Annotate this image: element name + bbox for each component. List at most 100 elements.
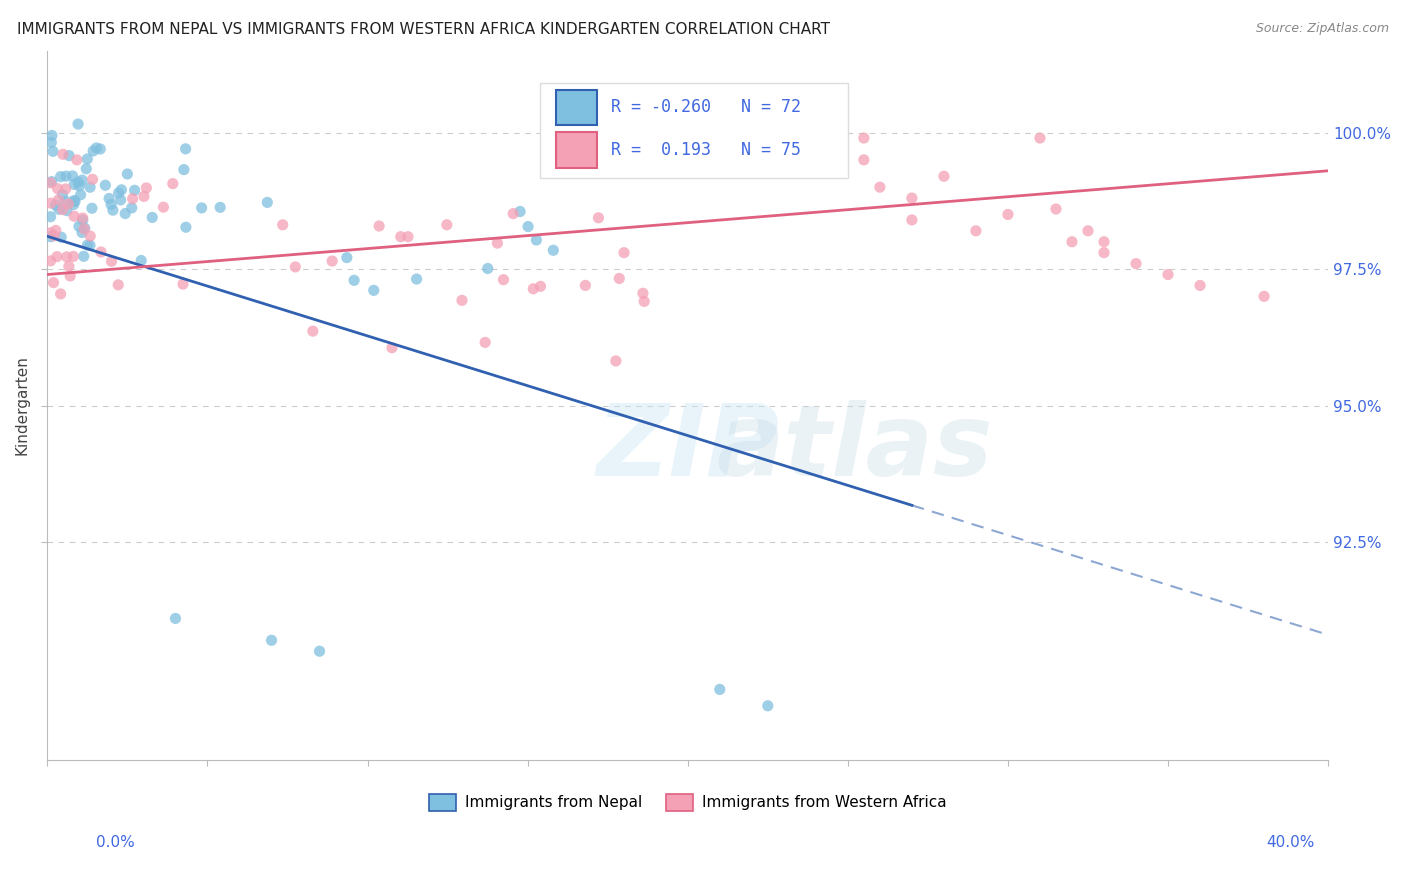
Text: R = -0.260   N = 72: R = -0.260 N = 72 — [610, 98, 801, 117]
Point — [302, 324, 325, 338]
Point — [526, 233, 548, 247]
Point — [308, 644, 330, 658]
Point — [82, 144, 104, 158]
Point — [368, 219, 391, 233]
Point — [41, 175, 63, 189]
Point — [39, 229, 62, 244]
Point — [58, 260, 80, 274]
Point — [633, 294, 655, 309]
Bar — [555, 132, 596, 168]
Point — [1092, 245, 1115, 260]
Point — [1092, 235, 1115, 249]
Point — [101, 203, 124, 218]
Point — [381, 341, 404, 355]
Point — [1125, 257, 1147, 271]
Point — [284, 260, 307, 274]
Point — [135, 181, 157, 195]
Point — [1253, 289, 1275, 303]
Point — [932, 169, 955, 184]
Point — [41, 128, 63, 143]
Point — [58, 197, 80, 211]
Point — [271, 218, 294, 232]
Point — [79, 180, 101, 194]
Point — [174, 142, 197, 156]
Point — [260, 633, 283, 648]
Point — [477, 261, 499, 276]
Point — [173, 162, 195, 177]
Point — [76, 152, 98, 166]
Point — [51, 187, 73, 202]
Point — [67, 117, 90, 131]
Point — [46, 250, 69, 264]
Point — [132, 189, 155, 203]
Point — [607, 271, 630, 285]
Point — [45, 223, 67, 237]
Point — [63, 194, 86, 209]
Point — [63, 194, 86, 208]
Point — [79, 238, 101, 252]
Point — [502, 207, 524, 221]
Point — [343, 273, 366, 287]
Point — [94, 178, 117, 193]
Point — [70, 173, 93, 187]
Point — [70, 226, 93, 240]
Point — [613, 245, 636, 260]
Point — [55, 250, 77, 264]
Point — [42, 276, 65, 290]
Point — [363, 284, 385, 298]
Point — [574, 278, 596, 293]
Point — [588, 211, 610, 225]
Point — [42, 145, 65, 159]
Point — [49, 169, 72, 184]
Text: IMMIGRANTS FROM NEPAL VS IMMIGRANTS FROM WESTERN AFRICA KINDERGARTEN CORRELATION: IMMIGRANTS FROM NEPAL VS IMMIGRANTS FROM… — [17, 22, 830, 37]
Point — [66, 153, 89, 167]
Text: Source: ZipAtlas.com: Source: ZipAtlas.com — [1256, 22, 1389, 36]
Point — [124, 183, 146, 197]
Point — [1060, 235, 1083, 249]
Point — [336, 251, 359, 265]
Point — [869, 180, 891, 194]
Point — [152, 200, 174, 214]
Point — [62, 249, 84, 263]
Point — [100, 197, 122, 211]
Point — [51, 230, 73, 244]
Point — [75, 161, 97, 176]
Point — [69, 187, 91, 202]
Point — [256, 195, 278, 210]
Point — [1189, 278, 1212, 293]
Point — [58, 148, 80, 162]
Point — [39, 176, 62, 190]
Point — [114, 206, 136, 220]
Point — [49, 287, 72, 301]
Point — [80, 201, 103, 215]
Text: 0.0%: 0.0% — [96, 836, 135, 850]
Point — [121, 201, 143, 215]
Point — [1157, 268, 1180, 282]
Point — [67, 178, 90, 193]
Point — [52, 202, 75, 217]
Text: 40.0%: 40.0% — [1267, 836, 1315, 850]
Text: R =  0.193   N = 75: R = 0.193 N = 75 — [610, 141, 801, 159]
Point — [141, 211, 163, 225]
Point — [117, 167, 139, 181]
Point — [72, 213, 94, 227]
Point — [39, 210, 62, 224]
Point — [73, 221, 96, 235]
Point — [492, 273, 515, 287]
Point — [76, 238, 98, 252]
Bar — [555, 90, 596, 125]
Point — [110, 193, 132, 207]
Point — [52, 147, 75, 161]
Point — [107, 186, 129, 200]
Point — [107, 277, 129, 292]
Point — [82, 172, 104, 186]
FancyBboxPatch shape — [540, 83, 848, 178]
Text: atlas: atlas — [716, 400, 993, 497]
Point — [44, 228, 66, 243]
Point — [389, 229, 412, 244]
Point — [100, 254, 122, 268]
Point — [67, 219, 90, 234]
Point — [98, 192, 121, 206]
Point — [965, 224, 987, 238]
Point — [321, 254, 343, 268]
